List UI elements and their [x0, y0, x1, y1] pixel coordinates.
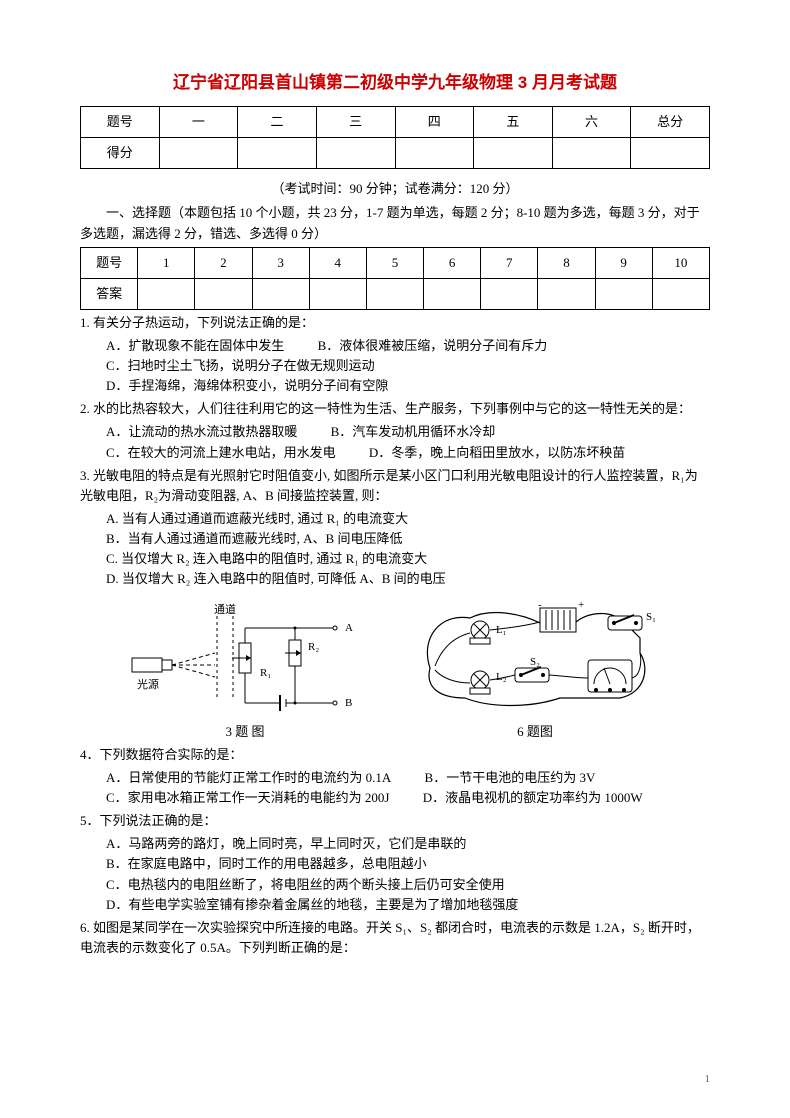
q2-opt-a: A．让流动的热水流过散热器取暖 — [106, 422, 297, 442]
figure-q3-svg: 光源 通道 A R₁ — [130, 598, 360, 718]
answer-table-answer-row: 答案 — [81, 278, 710, 309]
th: 六 — [552, 107, 631, 138]
td-blank — [309, 278, 366, 309]
td: 3 — [252, 247, 309, 278]
td-blank — [481, 278, 538, 309]
td: 1 — [138, 247, 195, 278]
td: 5 — [366, 247, 423, 278]
td-blank — [424, 278, 481, 309]
td-blank — [538, 278, 595, 309]
score-table: 题号 一 二 三 四 五 六 总分 得分 — [80, 106, 710, 169]
td-blank — [138, 278, 195, 309]
exam-meta: （考试时间：90 分钟；试卷满分：120 分） — [80, 179, 710, 199]
label-minus: - — [538, 599, 542, 611]
label-S2: S₂ — [530, 656, 540, 668]
q1-opt-a: A．扩散现象不能在固体中发生 — [106, 336, 284, 356]
figure-q3: 光源 通道 A R₁ — [130, 598, 360, 742]
score-table-score-row: 得分 — [81, 138, 710, 169]
q1-opt-b: B．液体很难被压缩，说明分子间有斥力 — [318, 336, 548, 356]
td-blank — [195, 278, 252, 309]
q4-opt-a: A．日常使用的节能灯正常工作时的电流约为 0.1A — [106, 768, 391, 788]
label-plus: + — [578, 599, 584, 611]
q5-opt-d: D．有些电学实验室铺有掺杂着金属丝的地毯，主要是为了增加地毯强度 — [106, 895, 710, 915]
section1-intro: 一、选择题（本题包括 10 个小题，共 23 分，1-7 题为单选，每题 2 分… — [80, 203, 710, 243]
td-blank — [159, 138, 238, 169]
q2-opt-c: C．在较大的河流上建水电站，用水发电 — [106, 443, 336, 463]
exam-title: 辽宁省辽阳县首山镇第二初级中学九年级物理 3 月月考试题 — [80, 70, 710, 96]
td: 4 — [309, 247, 366, 278]
label-L1: L₁ — [496, 624, 507, 636]
q1-opt-d: D．手捏海绵，海绵体积变小，说明分子间有空隙 — [106, 376, 388, 396]
q5-opt-c: C．电热毯内的电阻丝断了，将电阻丝的两个断头接上后仍可安全使用 — [106, 875, 710, 895]
figure-q3-caption: 3 题 图 — [225, 722, 264, 742]
q2-opt-b: B．汽车发动机用循环水冷却 — [331, 422, 496, 442]
q2-opt-d: D．冬季，晚上向稻田里放水，以防冻坏秧苗 — [369, 443, 625, 463]
figure-q6-caption: 6 题图 — [517, 722, 553, 742]
td-blank — [316, 138, 395, 169]
th: 一 — [159, 107, 238, 138]
label-channel: 通道 — [214, 602, 236, 616]
q4-stem: 4．下列数据符合实际的是： — [80, 745, 710, 765]
th: 五 — [474, 107, 553, 138]
page-number: 1 — [705, 1071, 711, 1088]
score-table-header-row: 题号 一 二 三 四 五 六 总分 — [81, 107, 710, 138]
td: 8 — [538, 247, 595, 278]
answer-table: 题号 1 2 3 4 5 6 7 8 9 10 答案 — [80, 247, 710, 310]
answer-table-num-row: 题号 1 2 3 4 5 6 7 8 9 10 — [81, 247, 710, 278]
q1-stem: 1. 有关分子热运动，下列说法正确的是： — [80, 313, 710, 333]
label-A: A — [345, 622, 353, 634]
label-S1: S₁ — [646, 611, 656, 623]
q3-stem: 3. 光敏电阻的特点是有光照射它时阻值变小, 如图所示是某小区门口利用光敏电阻设… — [80, 466, 710, 506]
q4-opt-d: D．液晶电视机的额定功率约为 1000W — [423, 788, 643, 808]
q5-opt-b: B．在家庭电路中，同时工作的用电器越多，总电阻越小 — [106, 854, 710, 874]
q5-opt-a: A．马路两旁的路灯，晚上同时亮，早上同时灭，它们是串联的 — [106, 834, 710, 854]
td: 得分 — [81, 138, 160, 169]
td: 7 — [481, 247, 538, 278]
q3-opt-a: A. 当有人通过通道而遮蔽光线时, 通过 R₁ 的电流变大 — [106, 509, 710, 529]
q5-options: A．马路两旁的路灯，晚上同时亮，早上同时灭，它们是串联的 B．在家庭电路中，同时… — [106, 834, 710, 915]
q3-opt-c: C. 当仅增大 R₂ 连入电路中的阻值时, 通过 R₁ 的电流变大 — [106, 549, 710, 569]
td-blank — [366, 278, 423, 309]
td: 10 — [652, 247, 709, 278]
label-light: 光源 — [137, 677, 159, 691]
q4-opt-c: C．家用电冰箱正常工作一天消耗的电能约为 200J — [106, 788, 389, 808]
q4-opt-b: B．一节干电池的电压约为 3V — [425, 768, 596, 788]
th: 四 — [395, 107, 474, 138]
td: 2 — [195, 247, 252, 278]
th: 三 — [316, 107, 395, 138]
td: 9 — [595, 247, 652, 278]
td-blank — [595, 278, 652, 309]
td-blank — [238, 138, 317, 169]
q6-stem: 6. 如图是某同学在一次实验探究中所连接的电路。开关 S₁、S₂ 都闭合时，电流… — [80, 918, 710, 958]
td: 6 — [424, 247, 481, 278]
td-blank — [631, 138, 710, 169]
td-blank — [474, 138, 553, 169]
q5-stem: 5．下列说法正确的是： — [80, 811, 710, 831]
q2-stem: 2. 水的比热容较大，人们往往利用它的这一特性为生活、生产服务，下列事例中与它的… — [80, 399, 710, 419]
q3-opt-d: D. 当仅增大 R₂ 连入电路中的阻值时, 可降低 A、B 间的电压 — [106, 569, 710, 589]
label-B: B — [345, 697, 352, 709]
td-blank — [252, 278, 309, 309]
td-blank — [652, 278, 709, 309]
q3-options: A. 当有人通过通道而遮蔽光线时, 通过 R₁ 的电流变大 B．当有人通过通道而… — [106, 509, 710, 590]
q2-options: A．让流动的热水流过散热器取暖 B．汽车发动机用循环水冷却 C．在较大的河流上建… — [106, 422, 710, 462]
q4-options: A．日常使用的节能灯正常工作时的电流约为 0.1A B．一节干电池的电压约为 3… — [106, 768, 710, 808]
q3-opt-b: B．当有人通过通道而遮蔽光线时, A、B 间电压降低 — [106, 529, 710, 549]
q1-opt-c: C．扫地时尘土飞扬，说明分子在做无规则运动 — [106, 356, 375, 376]
td: 答案 — [81, 278, 138, 309]
td: 题号 — [81, 247, 138, 278]
th: 二 — [238, 107, 317, 138]
figure-q6-svg: - + S₁ L₁ L₂ — [410, 598, 660, 718]
td-blank — [552, 138, 631, 169]
td-blank — [395, 138, 474, 169]
label-R1: R₁ — [260, 667, 271, 679]
label-R2: R₂ — [308, 641, 319, 653]
th: 题号 — [81, 107, 160, 138]
figure-q6: - + S₁ L₁ L₂ — [410, 598, 660, 742]
q1-options: A．扩散现象不能在固体中发生 B．液体很难被压缩，说明分子间有斥力 C．扫地时尘… — [106, 336, 710, 396]
th: 总分 — [631, 107, 710, 138]
